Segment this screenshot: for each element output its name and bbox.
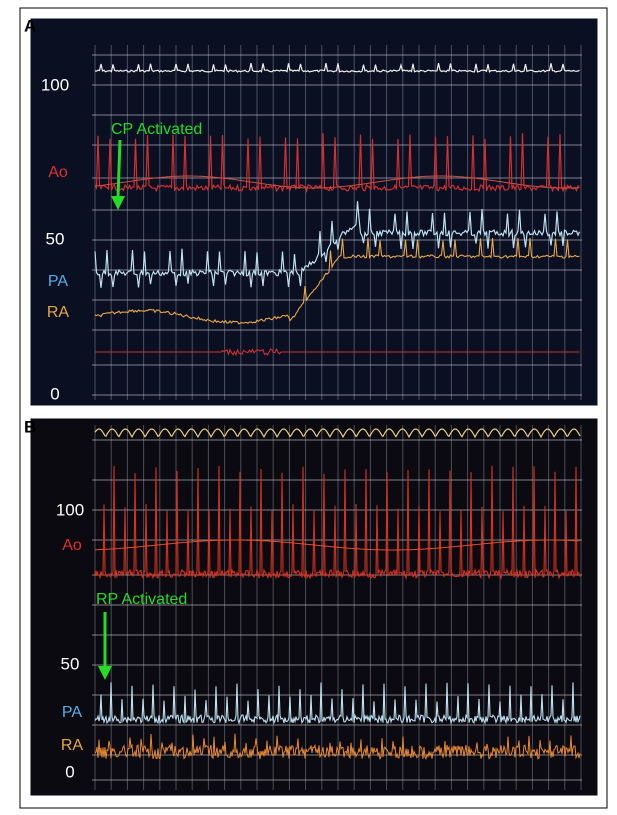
panel-a: A 100 50 0 Ao PA RA CP Activated xyxy=(24,15,601,409)
tick-label: 100 xyxy=(56,500,84,519)
annotation: RP Activated xyxy=(96,591,187,608)
arrow-head xyxy=(111,196,125,210)
channel-label: Ao xyxy=(62,537,82,554)
arrow-head xyxy=(98,666,112,680)
waveform xyxy=(95,539,580,551)
waveform xyxy=(94,201,581,288)
waveform xyxy=(94,428,581,439)
panel-b: B 100 50 0 Ao PA RA RP Activated xyxy=(24,415,601,799)
arrow xyxy=(116,139,122,199)
annotation: CP Activated xyxy=(111,121,202,138)
tick-label: 0 xyxy=(65,762,74,781)
waveform xyxy=(94,133,580,194)
channel-label: Ao xyxy=(48,164,68,181)
channel-label: PA xyxy=(62,704,82,721)
channel-label: RA xyxy=(47,304,70,321)
waveform xyxy=(94,62,580,74)
tick-label: 50 xyxy=(46,229,65,248)
panel-label: A xyxy=(24,16,36,35)
channel-label: PA xyxy=(48,273,68,290)
tick-label: 50 xyxy=(61,654,80,673)
waveform xyxy=(94,465,581,580)
panel-label: B xyxy=(24,417,36,436)
monitor xyxy=(27,15,601,409)
waveform xyxy=(94,237,580,325)
waveform xyxy=(94,175,580,189)
waveform xyxy=(95,347,580,357)
tick-label: 0 xyxy=(50,384,59,403)
waveform xyxy=(94,682,581,725)
tick-label: 100 xyxy=(41,75,69,94)
waveform xyxy=(94,733,581,760)
channel-label: RA xyxy=(61,737,84,754)
